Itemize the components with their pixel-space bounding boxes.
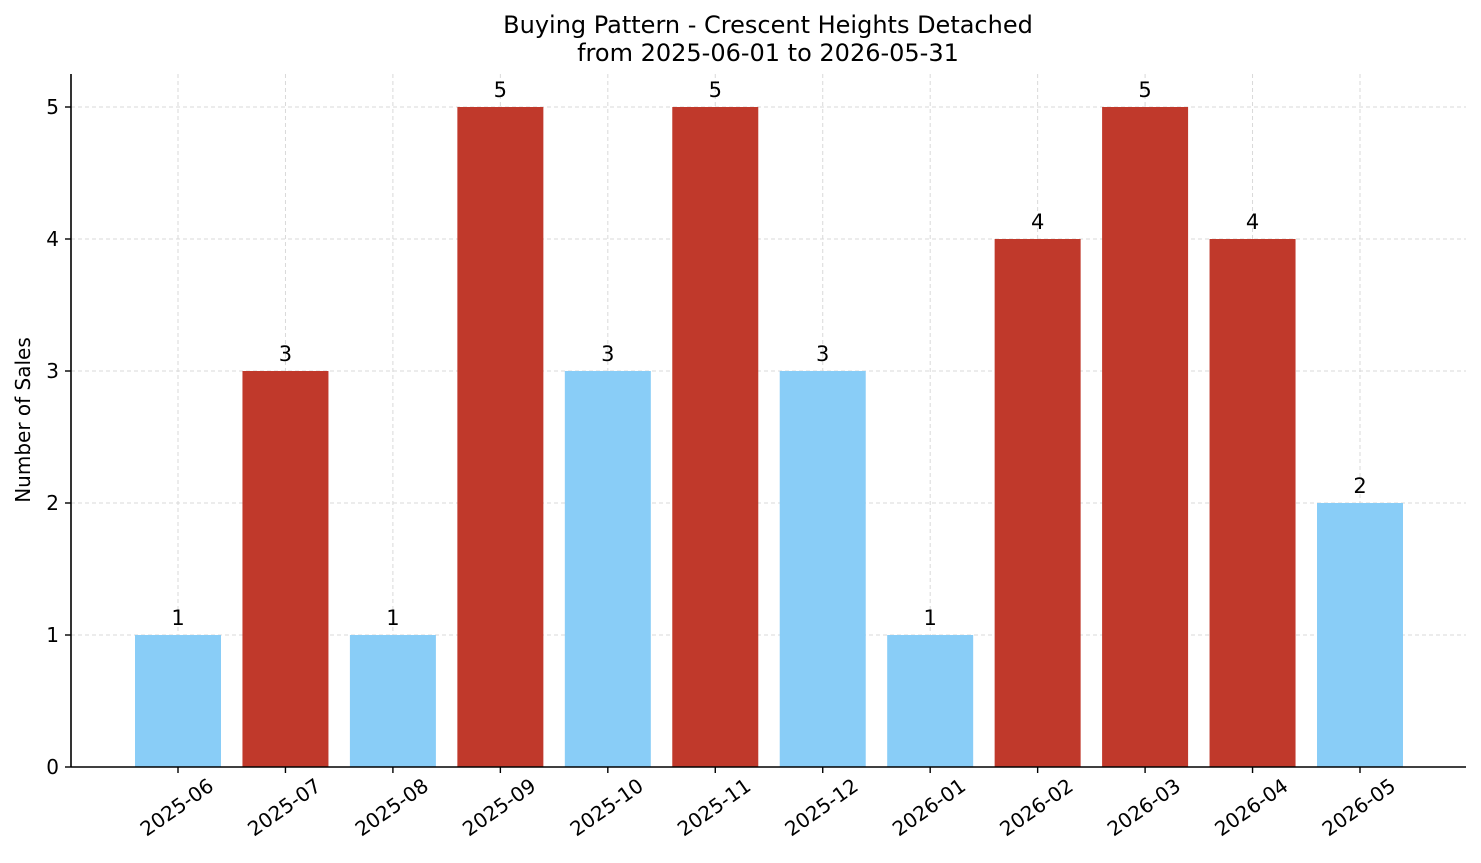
x-tick-label: 2026-01 — [888, 773, 970, 841]
chart-subtitle: from 2025-06-01 to 2026-05-31 — [577, 39, 959, 67]
bar-2025-10 — [564, 371, 651, 767]
x-tick-label: 2025-12 — [780, 773, 862, 841]
x-tick-label: 2026-02 — [995, 773, 1077, 841]
y-tick-label: 5 — [46, 95, 59, 119]
bar-2025-09 — [457, 107, 544, 767]
bar-2026-05 — [1317, 503, 1403, 767]
bar-2025-08 — [349, 635, 436, 767]
data-label-2025-09: 5 — [494, 78, 507, 102]
data-label-2025-08: 1 — [386, 606, 399, 630]
y-tick-label: 2 — [46, 491, 59, 515]
x-tick-label: 2025-09 — [458, 773, 540, 841]
bar-2025-11 — [672, 107, 759, 767]
data-label-2025-11: 5 — [709, 78, 722, 102]
x-tick-label: 2026-05 — [1318, 773, 1400, 841]
data-label-2026-04: 4 — [1246, 210, 1259, 234]
y-tick-label: 0 — [46, 755, 59, 779]
x-tick-label: 2026-04 — [1210, 773, 1292, 841]
bar-2025-12 — [779, 371, 866, 767]
bar-2026-02 — [994, 239, 1081, 767]
data-label-2025-10: 3 — [601, 342, 614, 366]
data-label-2026-02: 4 — [1031, 210, 1044, 234]
bars — [135, 107, 1403, 767]
y-ticks: 0 1 2 3 4 5 — [46, 95, 71, 779]
data-label-2026-01: 1 — [923, 606, 936, 630]
x-tick-label: 2025-06 — [136, 773, 218, 841]
y-tick-label: 1 — [46, 623, 59, 647]
y-tick-label: 3 — [46, 359, 59, 383]
data-label-2025-07: 3 — [279, 342, 292, 366]
x-tick-label: 2025-10 — [565, 773, 647, 841]
data-label-2025-12: 3 — [816, 342, 829, 366]
bar-2026-01 — [887, 635, 974, 767]
y-tick-label: 4 — [46, 227, 59, 251]
x-tick-label: 2026-03 — [1103, 773, 1185, 841]
axes — [70, 74, 1466, 768]
data-label-2025-06: 1 — [171, 606, 184, 630]
bar-2026-04 — [1209, 239, 1296, 767]
bar-2025-06 — [135, 635, 221, 767]
data-label-2026-05: 2 — [1353, 474, 1366, 498]
y-axis-label: Number of Sales — [11, 337, 35, 503]
data-label-2026-03: 5 — [1138, 78, 1151, 102]
x-tick-label: 2025-11 — [673, 773, 755, 841]
bar-2026-03 — [1102, 107, 1189, 767]
x-tick-label: 2025-08 — [351, 773, 433, 841]
x-tick-label: 2025-07 — [243, 773, 325, 841]
chart-title: Buying Pattern - Crescent Heights Detach… — [503, 11, 1033, 39]
x-ticks: 2025-06 2025-07 2025-08 2025-09 2025-10 2025-… — [136, 767, 1400, 841]
bar-2025-07 — [242, 371, 329, 767]
data-labels: 1 3 1 5 3 5 3 1 4 5 4 2 — [171, 78, 1366, 630]
